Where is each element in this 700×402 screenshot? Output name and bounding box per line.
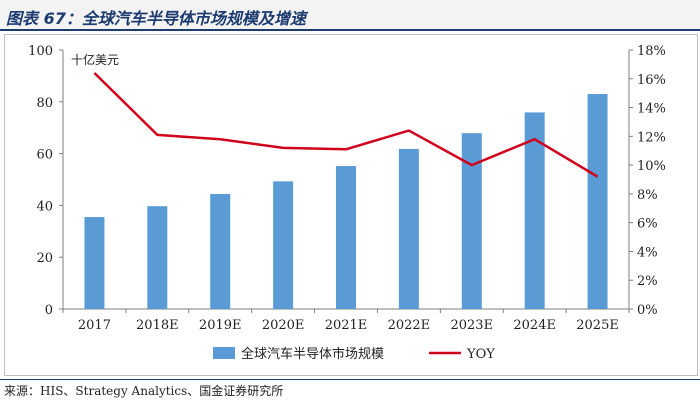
title-rule	[0, 29, 700, 31]
x-tick-label: 2021E	[325, 318, 368, 333]
y-left-tick-label: 40	[36, 199, 53, 214]
y-right-tick-label: 14%	[637, 102, 666, 117]
chart-svg: 0 20 40 60 80 100 0% 2% 4% 6% 8% 10% 12% 14% 16% 18% 十亿美…	[28, 44, 666, 362]
y-right-tick-label: 18%	[637, 44, 666, 59]
y-left-tick-label: 80	[36, 96, 53, 111]
y-left-tick-label: 20	[36, 251, 53, 266]
source-text: 来源：HIS、Strategy Analytics、国金证券研究所	[4, 384, 284, 398]
y-right-tick-label: 2%	[637, 274, 658, 289]
title-bar: 图表 67：全球汽车半导体市场规模及增速	[0, 0, 700, 30]
bar	[336, 166, 356, 309]
x-tick-label: 2018E	[136, 318, 179, 333]
legend-line-label: YOY	[466, 347, 495, 362]
bar	[398, 148, 419, 309]
bar	[210, 194, 231, 309]
figure-title: 图表 67：全球汽车半导体市场规模及增速	[6, 9, 306, 28]
y-right-tick-label: 6%	[637, 217, 658, 232]
x-tick-label: 2022E	[388, 318, 431, 333]
bar	[587, 94, 608, 309]
x-tick-label: 2023E	[450, 318, 493, 333]
y-left-tick-label: 100	[28, 44, 53, 59]
y-right-tick-label: 0%	[637, 303, 658, 318]
x-tick-label: 2025E	[576, 318, 619, 333]
x-tick-label: 2024E	[513, 318, 556, 333]
bar	[461, 133, 482, 309]
source-rule	[0, 379, 700, 380]
y-right-tick-label: 4%	[637, 245, 658, 260]
bar	[273, 181, 294, 309]
x-tick-label: 2019E	[199, 318, 242, 333]
chart-frame: 0 20 40 60 80 100 0% 2% 4% 6% 8% 10% 12% 14% 16% 18% 十亿美…	[4, 34, 698, 376]
bar	[147, 206, 168, 309]
y-left-tick-label: 60	[36, 148, 53, 163]
y-right-tick-label: 8%	[637, 188, 658, 203]
bar	[84, 217, 105, 309]
legend-bar-label: 全球汽车半导体市场规模	[241, 346, 384, 362]
x-tick-label: 2017	[78, 318, 111, 333]
y-right-tick-label: 10%	[637, 159, 666, 174]
x-tick-label: 2020E	[262, 318, 305, 333]
y-right-tick-label: 16%	[637, 73, 666, 88]
y-left-unit-label: 十亿美元	[71, 52, 119, 67]
yoy-line	[93, 72, 599, 178]
legend-bar-swatch	[213, 347, 235, 359]
bar	[524, 112, 545, 309]
y-left-tick-label: 0	[45, 303, 53, 318]
y-right-tick-label: 12%	[637, 130, 666, 145]
